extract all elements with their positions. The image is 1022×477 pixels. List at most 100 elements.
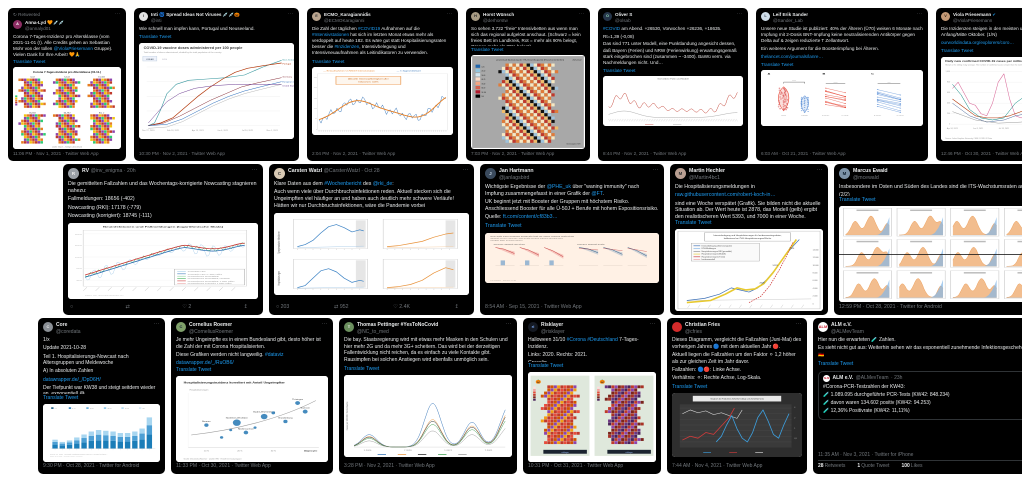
avatar[interactable]: C (176, 322, 186, 332)
more-icon[interactable]: ··· (446, 11, 453, 16)
avatar[interactable]: R (68, 168, 79, 179)
tweet-link[interactable]: #Intensivstationen (312, 32, 350, 38)
user-handle[interactable]: @CarstenWatzl (323, 168, 360, 174)
user-display-name[interactable]: Martin Hechler (689, 168, 726, 174)
more-icon[interactable]: ··· (505, 321, 512, 327)
reply-icon[interactable]: ○ (276, 304, 280, 311)
tweet-link[interactable]: @rki_de (372, 181, 393, 187)
user-handle[interactable]: @inti (151, 18, 162, 24)
user-display-name[interactable]: Risklayer (541, 322, 564, 328)
user-handle[interactable]: @annalyd01 (25, 25, 51, 31)
translate-tweet-link[interactable]: Translate Tweet (344, 365, 380, 372)
media-chart-ft[interactable]: New data from England suggests that for … (485, 232, 659, 283)
avatar[interactable]: C (274, 168, 285, 179)
translate-tweet-link[interactable]: Translate Tweet (941, 48, 974, 53)
more-icon[interactable]: ··· (652, 167, 659, 173)
media-chart-gmap[interactable]: prozentuale Auslastung der ITS-Gesamtkap… (471, 55, 585, 150)
more-icon[interactable]: ··· (462, 167, 469, 173)
reply-button[interactable]: ○ 203 (276, 304, 289, 311)
avatar[interactable]: V (941, 12, 950, 21)
reply-icon[interactable]: ○ (70, 304, 74, 311)
avatar[interactable]: H (471, 12, 480, 21)
tweet-card-r3c3[interactable]: T Thomas Pettinger #YesToNoCovid @NC_to_me… (339, 318, 517, 474)
user-handle[interactable]: @Sander_Lab (773, 18, 803, 24)
tweet-link[interactable]: @FT (591, 190, 603, 197)
share-icon[interactable]: ↥ (454, 304, 459, 311)
translate-tweet-link[interactable]: Translate Tweet (672, 383, 708, 390)
more-icon[interactable]: ··· (153, 321, 160, 327)
media-chart-cases[interactable]: Daily new confirmed COVID-19 cases per m… (941, 56, 1022, 141)
avatar[interactable]: C (43, 322, 53, 332)
translate-tweet-link[interactable]: Translate Tweet (818, 360, 854, 367)
share-button[interactable]: ↥ (455, 304, 459, 311)
user-handle[interactable]: @janlagsbird (499, 174, 530, 181)
tweet-card-r1c5[interactable]: O Oliver S @olsab ··· #COVID am Abend. +2653… (598, 8, 748, 161)
user-display-name[interactable]: RV (82, 168, 90, 174)
media-chart-bars[interactable]: 0-4 5-14 15-34 35-59 60-79 80+ COVID-19 · 2021… (43, 403, 160, 462)
more-icon[interactable]: ··· (736, 11, 743, 16)
user-display-name[interactable]: Anna-Lyd 🧡💉💉 (25, 19, 65, 25)
stat-retweets[interactable]: 28Retweets (818, 463, 851, 469)
user-handle[interactable]: @Martin4bc1 (689, 174, 720, 181)
more-icon[interactable]: ··· (287, 11, 294, 16)
user-display-name[interactable]: Horst Wünsch (483, 12, 515, 17)
avatar[interactable]: M (675, 168, 686, 179)
avatar[interactable]: rl (528, 322, 538, 332)
user-display-name[interactable]: Jan Hartmann (499, 168, 534, 174)
tweet-card-r3c1[interactable]: C Core @coredata ··· 1/x Update 2021-10-28 Tei… (38, 318, 165, 474)
tweet-link[interactable]: @ViolaPriesemann (53, 45, 93, 51)
tweet-link[interactable]: raw.githubusercontent.com/robert-koch-in… (675, 192, 776, 199)
translate-tweet-link[interactable]: Translate Tweet (675, 219, 712, 226)
retweet-icon[interactable]: ⇄ (333, 304, 339, 311)
translate-tweet-link[interactable]: Translate Tweet (471, 46, 504, 52)
translate-tweet-link[interactable]: Translate Tweet (43, 394, 79, 401)
tweet-link[interactable]: #COVID (603, 26, 621, 32)
avatar[interactable]: M (839, 168, 850, 179)
user-display-name[interactable]: Inti 🌀 Spread Ideas Not Viruses 💉💉🎃 (151, 12, 240, 17)
media-chart-quad[interactable]: Symptomatische Infektionen Hospitalisieru… (274, 212, 469, 295)
tweet-card-r1c3[interactable]: E ECMO_Karagiannidis @ECMOKaragianni ··· Die… (307, 8, 458, 161)
avatar[interactable]: ALM (818, 322, 828, 332)
tweet-card-r1c2[interactable]: I Inti 🌀 Spread Ideas Not Viruses 💉💉🎃 @int… (134, 8, 299, 161)
user-display-name[interactable]: Cornelius Roemer (189, 322, 233, 328)
tweet-link[interactable]: #Corona (566, 337, 586, 344)
media-chart-maps6[interactable]: Corona 7-Tages-Inzidenz pro Altersklasse… (13, 67, 121, 150)
avatar[interactable]: T (344, 322, 354, 332)
media-chart-evening[interactable]: Gemeldete Fälle und Modell (603, 76, 743, 127)
tweet-link[interactable]: datawrapper.de/_/RuOB6/ (176, 360, 234, 367)
tweet-link[interactable]: #dataviz (264, 351, 284, 358)
user-handle[interactable]: @coredata (56, 328, 81, 335)
like-button[interactable]: ♡ 2.4K (393, 304, 410, 311)
tweet-card-r3c5[interactable]: Christian Fries @cfries ··· Dieses Diagramm… (667, 318, 807, 474)
user-display-name[interactable]: Carsten Watzl (288, 168, 323, 174)
user-handle[interactable]: @mcewald (853, 174, 879, 181)
more-icon[interactable]: ··· (816, 167, 823, 173)
more-icon[interactable]: ··· (321, 321, 328, 327)
translate-tweet-link[interactable]: Translate Tweet (176, 366, 212, 373)
retweet-button[interactable]: ⇄ (126, 304, 130, 311)
media-chart-scatter[interactable]: Hospitalisierungsinzidenz korreliert mit… (176, 375, 328, 462)
stat-quote-tweet[interactable]: 1Quote Tweet (857, 463, 895, 469)
user-handle[interactable]: @olsab (615, 18, 631, 24)
user-display-name[interactable]: Marcus Ewald (853, 168, 888, 174)
tweet-card-r3c4[interactable]: rl Risklayer @risklayer ··· Halloween 31/10 … (523, 318, 661, 474)
like-icon[interactable]: ♡ (182, 304, 187, 311)
avatar[interactable]: L (761, 12, 770, 21)
avatar[interactable]: O (603, 12, 612, 21)
more-icon[interactable]: ··· (795, 321, 802, 327)
media-chart-fries[interactable]: Vergleich der Fallzahlen 2020/2021 (blau… (672, 392, 802, 457)
tweet-card-r2c2[interactable]: C Carsten Watzl @CarstenWatzl · Oct 28 ···… (269, 164, 474, 315)
translate-tweet-link[interactable]: Translate Tweet (603, 67, 636, 73)
avatar[interactable]: A (13, 19, 22, 29)
translate-tweet-link[interactable]: Translate Tweet (528, 362, 564, 369)
tweet-link[interactable]: #Deutschland (587, 337, 618, 344)
user-display-name[interactable]: Christian Fries (685, 322, 721, 328)
avatar[interactable]: I (139, 12, 148, 21)
translate-tweet-link[interactable]: Translate Tweet (761, 61, 794, 67)
media-chart-hechler[interactable]: Intensivbelegung und Hospitalisierungen … (675, 229, 823, 311)
tweet-link[interactable]: @PHE_uk (546, 183, 571, 190)
translate-tweet-link[interactable]: Translate Tweet (839, 196, 876, 203)
user-handle[interactable]: @cfries (685, 328, 703, 335)
more-icon[interactable]: ··· (114, 11, 121, 16)
